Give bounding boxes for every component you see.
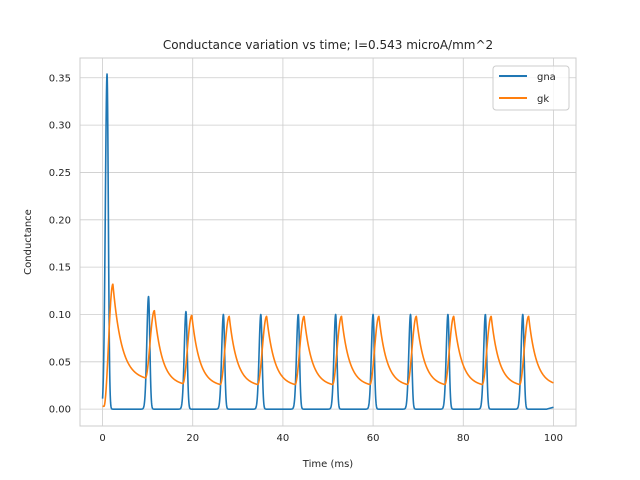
y-tick-label: 0.05: [49, 357, 71, 368]
series-group: [101, 73, 555, 410]
y-tick-label: 0.10: [49, 310, 71, 321]
x-tick-label: 40: [277, 433, 290, 444]
series-line-gk: [101, 283, 555, 408]
y-tick-label: 0.00: [49, 405, 71, 416]
x-tick-label: 60: [367, 433, 380, 444]
x-tick-label: 100: [544, 433, 563, 444]
y-axis-label: Conductance: [23, 209, 34, 275]
chart-title: Conductance variation vs time; I=0.543 m…: [163, 38, 493, 52]
y-tick-label: 0.30: [49, 121, 71, 132]
legend-label-gk: gk: [537, 94, 549, 105]
x-tick-label: 20: [186, 433, 199, 444]
legend-box: [492, 65, 570, 111]
plot-frame: [79, 57, 577, 427]
y-tick-label: 0.25: [49, 168, 71, 179]
series-line-gna: [101, 73, 555, 410]
legend-label-gna: gna: [537, 72, 556, 83]
y-tick-label: 0.35: [49, 73, 71, 84]
y-tick-label: 0.20: [49, 215, 71, 226]
tick-labels: 0 20 40 60 80 100 0.00 0.05 0.10 0.15 0.20 0.25 0.30…: [49, 73, 563, 444]
x-axis-label: Time (ms): [302, 459, 354, 470]
x-tick-label: 0: [99, 433, 105, 444]
plot-background: [80, 58, 576, 426]
legend: gna gk: [492, 65, 570, 111]
axes-border: [79, 57, 577, 427]
y-tick-label: 0.15: [49, 263, 71, 274]
x-tick-label: 80: [457, 433, 470, 444]
